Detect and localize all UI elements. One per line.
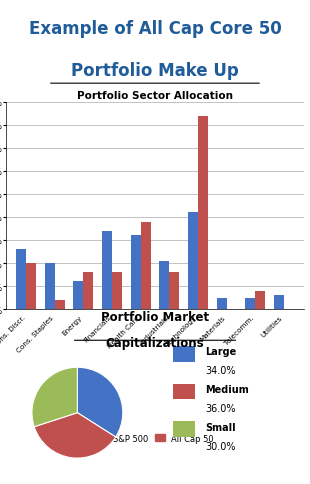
Text: 34.0%: 34.0% [206,365,236,376]
Text: Example of All Cap Core 50: Example of All Cap Core 50 [29,19,281,37]
Bar [141,222,151,309]
Wedge shape [78,367,123,437]
Bar [26,263,36,309]
Text: Portfolio Make Up: Portfolio Make Up [71,62,239,80]
Text: Small: Small [206,422,236,432]
Text: Medium: Medium [206,384,249,394]
Bar [16,250,26,309]
Bar [102,231,112,309]
Legend: S&P 500, All Cap 50: S&P 500, All Cap 50 [93,430,217,446]
FancyBboxPatch shape [173,384,195,400]
Bar [112,272,122,309]
Bar [73,282,83,309]
Bar [83,272,94,309]
Text: 30.0%: 30.0% [206,441,236,451]
Bar [198,116,208,309]
Bar [55,300,65,309]
Bar [255,291,265,309]
FancyBboxPatch shape [173,346,195,362]
Text: Portfolio Market: Portfolio Market [101,311,209,324]
Text: Capitalizations: Capitalizations [106,336,204,349]
Text: Large: Large [206,347,237,357]
Bar [216,298,227,309]
Bar [188,213,198,309]
Wedge shape [32,367,78,427]
Bar [159,261,169,309]
Bar [169,272,179,309]
Text: 36.0%: 36.0% [206,403,236,413]
Title: Portfolio Sector Allocation: Portfolio Sector Allocation [77,91,233,101]
Bar [131,236,141,309]
Wedge shape [34,413,116,458]
Bar [274,296,284,309]
FancyBboxPatch shape [173,422,195,438]
Bar [45,263,55,309]
Bar [245,298,255,309]
